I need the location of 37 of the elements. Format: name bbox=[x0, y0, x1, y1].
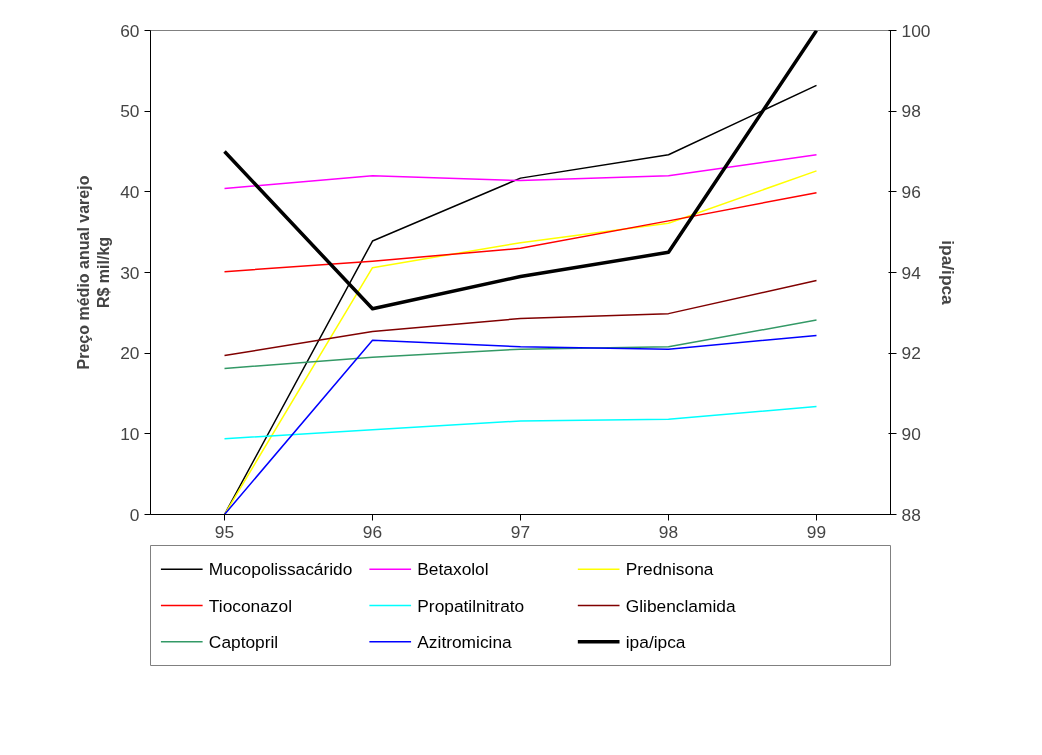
y2-tick-label: 100 bbox=[901, 20, 931, 41]
y-tick-label: 60 bbox=[120, 20, 140, 41]
legend-label: Azitromicina bbox=[417, 631, 513, 652]
y2-tick-label: 90 bbox=[901, 423, 921, 444]
y-tick-label: 10 bbox=[120, 423, 140, 444]
legend-label: Captopril bbox=[208, 631, 279, 652]
y-tick-label: 0 bbox=[129, 504, 140, 525]
line-series bbox=[223, 191, 818, 273]
y-tick-label: 30 bbox=[120, 262, 140, 283]
legend-label: Glibenclamida bbox=[625, 595, 736, 616]
y-axis-title: Preço médio anual varejo R$ mil/kg bbox=[74, 175, 113, 370]
legend-label: Mucopolissacárido bbox=[208, 559, 353, 580]
x-tick-label: 97 bbox=[510, 521, 531, 542]
y2-tick-label: 96 bbox=[901, 181, 921, 202]
line-series bbox=[223, 334, 818, 515]
legend-label: Tioconazol bbox=[208, 595, 293, 616]
line-series bbox=[223, 170, 818, 515]
x-tick-label: 98 bbox=[658, 521, 679, 542]
y2-tick-label: 94 bbox=[901, 262, 922, 283]
y2-tick-label: 98 bbox=[901, 101, 921, 122]
line-series bbox=[223, 319, 818, 370]
line-series bbox=[223, 405, 818, 440]
y-tick-label: 50 bbox=[120, 101, 140, 122]
y2-tick-label: 88 bbox=[901, 504, 921, 525]
y-tick-label: 40 bbox=[120, 181, 140, 202]
y2-axis-title: ipa/ipca bbox=[938, 240, 959, 306]
legend-label: ipa/ipca bbox=[625, 631, 686, 652]
x-tick-label: 99 bbox=[806, 521, 827, 542]
line-series bbox=[223, 279, 818, 357]
y2-tick-label: 92 bbox=[901, 343, 921, 364]
line-series bbox=[223, 153, 818, 190]
legend-label: Propatilnitrato bbox=[417, 595, 525, 616]
x-tick-label: 95 bbox=[214, 521, 235, 542]
x-tick-label: 96 bbox=[362, 521, 383, 542]
y-tick-label: 20 bbox=[120, 343, 140, 364]
legend-label: Prednisona bbox=[625, 559, 714, 580]
legend-label: Betaxolol bbox=[417, 559, 489, 580]
